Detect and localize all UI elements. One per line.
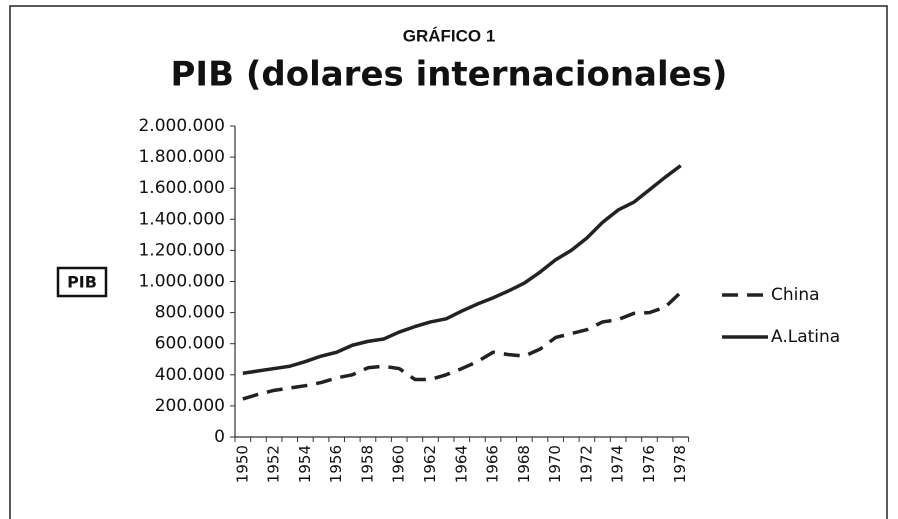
legend-label: A.Latina	[771, 327, 840, 347]
y-tick-label: 800.000	[155, 303, 225, 323]
chart-title: PIB (dolares internacionales)	[171, 55, 728, 95]
y-tick-label: 400.000	[155, 365, 225, 385]
x-tick-label: 1958	[358, 445, 376, 483]
x-tick-label: 1972	[577, 445, 595, 483]
x-tick-label: 1976	[640, 445, 658, 483]
x-tick-label: 1950	[233, 445, 251, 483]
x-tick-label: 1962	[421, 445, 439, 483]
x-tick-label: 1952	[265, 445, 283, 483]
x-tick-label: 1964	[452, 445, 470, 483]
series-line	[242, 291, 682, 401]
chart-supertitle: GRÁFICO 1	[403, 26, 496, 45]
frame	[9, 5, 888, 519]
y-axis-label: PIB	[67, 273, 97, 292]
y-tick-label: 1.000.000	[138, 272, 225, 292]
x-tick-label: 1968	[515, 445, 533, 483]
x-tick-label: 1966	[484, 445, 502, 483]
y-label-box	[56, 266, 108, 298]
x-tick-label: 1978	[671, 445, 689, 483]
x-tick-label: 1974	[609, 445, 627, 483]
x-tick-label: 1956	[327, 445, 345, 483]
y-tick-label: 200.000	[155, 396, 225, 416]
y-tick-label: 1.200.000	[138, 240, 225, 260]
legend-label: China	[771, 285, 820, 305]
y-tick-label: 0	[214, 427, 225, 447]
series-line	[242, 164, 682, 375]
y-tick-label: 1.600.000	[138, 178, 225, 198]
y-tick-label: 2.000.000	[138, 116, 225, 136]
x-tick-label: 1970	[546, 445, 564, 483]
x-tick-label: 1960	[390, 445, 408, 483]
x-tick-label: 1954	[296, 445, 314, 483]
y-tick-label: 600.000	[155, 334, 225, 354]
y-tick-label: 1.800.000	[138, 147, 225, 167]
y-tick-label: 1.400.000	[138, 209, 225, 229]
